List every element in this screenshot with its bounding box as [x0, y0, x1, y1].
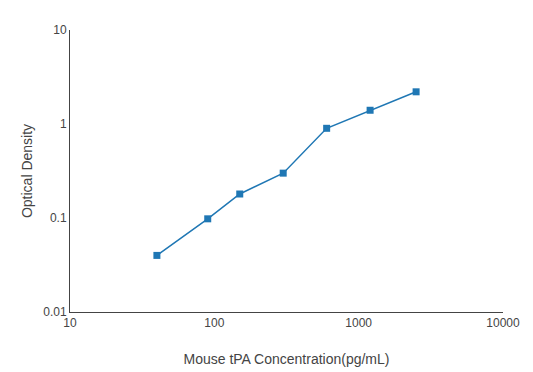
svg-text:1: 1: [60, 117, 67, 131]
svg-text:0.01: 0.01: [43, 305, 67, 319]
svg-text:100: 100: [204, 316, 224, 330]
svg-text:Optical Density: Optical Density: [19, 124, 35, 218]
svg-text:10000: 10000: [486, 316, 520, 330]
svg-text:10: 10: [63, 316, 77, 330]
svg-text:10: 10: [53, 23, 67, 37]
svg-text:0.1: 0.1: [50, 211, 67, 225]
svg-text:Mouse tPA Concentration(pg/mL): Mouse tPA Concentration(pg/mL): [184, 351, 390, 367]
svg-text:1000: 1000: [345, 316, 372, 330]
